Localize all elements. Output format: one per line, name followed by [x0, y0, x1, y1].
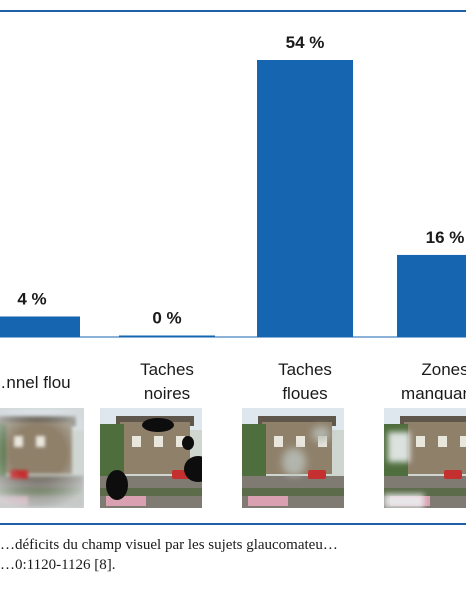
bottom-rule [0, 523, 466, 525]
category-label-2-line-1: floues [282, 384, 327, 400]
category-label-1-line-0: Taches [140, 360, 194, 379]
data-label-3: 16 % [426, 228, 465, 247]
bar-0 [0, 316, 80, 337]
data-labels-group: 4 % 0 % 54 % 16 % [17, 33, 464, 328]
data-label-0: 4 % [17, 289, 46, 308]
bar-2 [257, 60, 353, 337]
bar-1 [119, 335, 215, 337]
category-label-3-line-1: manquan… [401, 384, 466, 400]
missing-zone [388, 432, 410, 462]
black-spot [184, 456, 202, 482]
thumbnail-black-spots [100, 408, 202, 508]
bar-3 [397, 254, 466, 337]
bar-chart: 4 % 0 % 54 % 16 % …nnel flou Taches noires Tac… [0, 33, 466, 400]
category-labels-group: …nnel flou Taches noires Taches floues Zones m… [0, 360, 466, 400]
thumbnail-blurred-spots [242, 408, 344, 508]
figure-caption: …déficits du champ visuel par les sujets… [0, 535, 466, 575]
black-spot [142, 418, 174, 432]
bars-group [0, 60, 466, 337]
category-label-0-line-0: …nnel flou [0, 373, 71, 392]
caption-line-2: …0:1120-1126 [8]. [0, 557, 116, 573]
data-label-1: 0 % [152, 309, 181, 328]
category-label-1-line-1: noires [144, 384, 190, 400]
black-spot [106, 470, 128, 500]
data-label-2: 54 % [286, 33, 325, 52]
category-label-3-line-0: Zones [421, 360, 466, 379]
missing-zone [384, 494, 424, 508]
thumbnail-missing-zones [384, 408, 466, 508]
top-rule [0, 10, 466, 12]
black-spot [182, 436, 194, 450]
caption-line-1: …déficits du champ visuel par les sujets… [0, 537, 338, 553]
blurred-spot [312, 426, 330, 442]
thumbnail-tunnel-blur [0, 408, 84, 508]
blurred-spot [282, 448, 306, 476]
category-label-2-line-0: Taches [278, 360, 332, 379]
